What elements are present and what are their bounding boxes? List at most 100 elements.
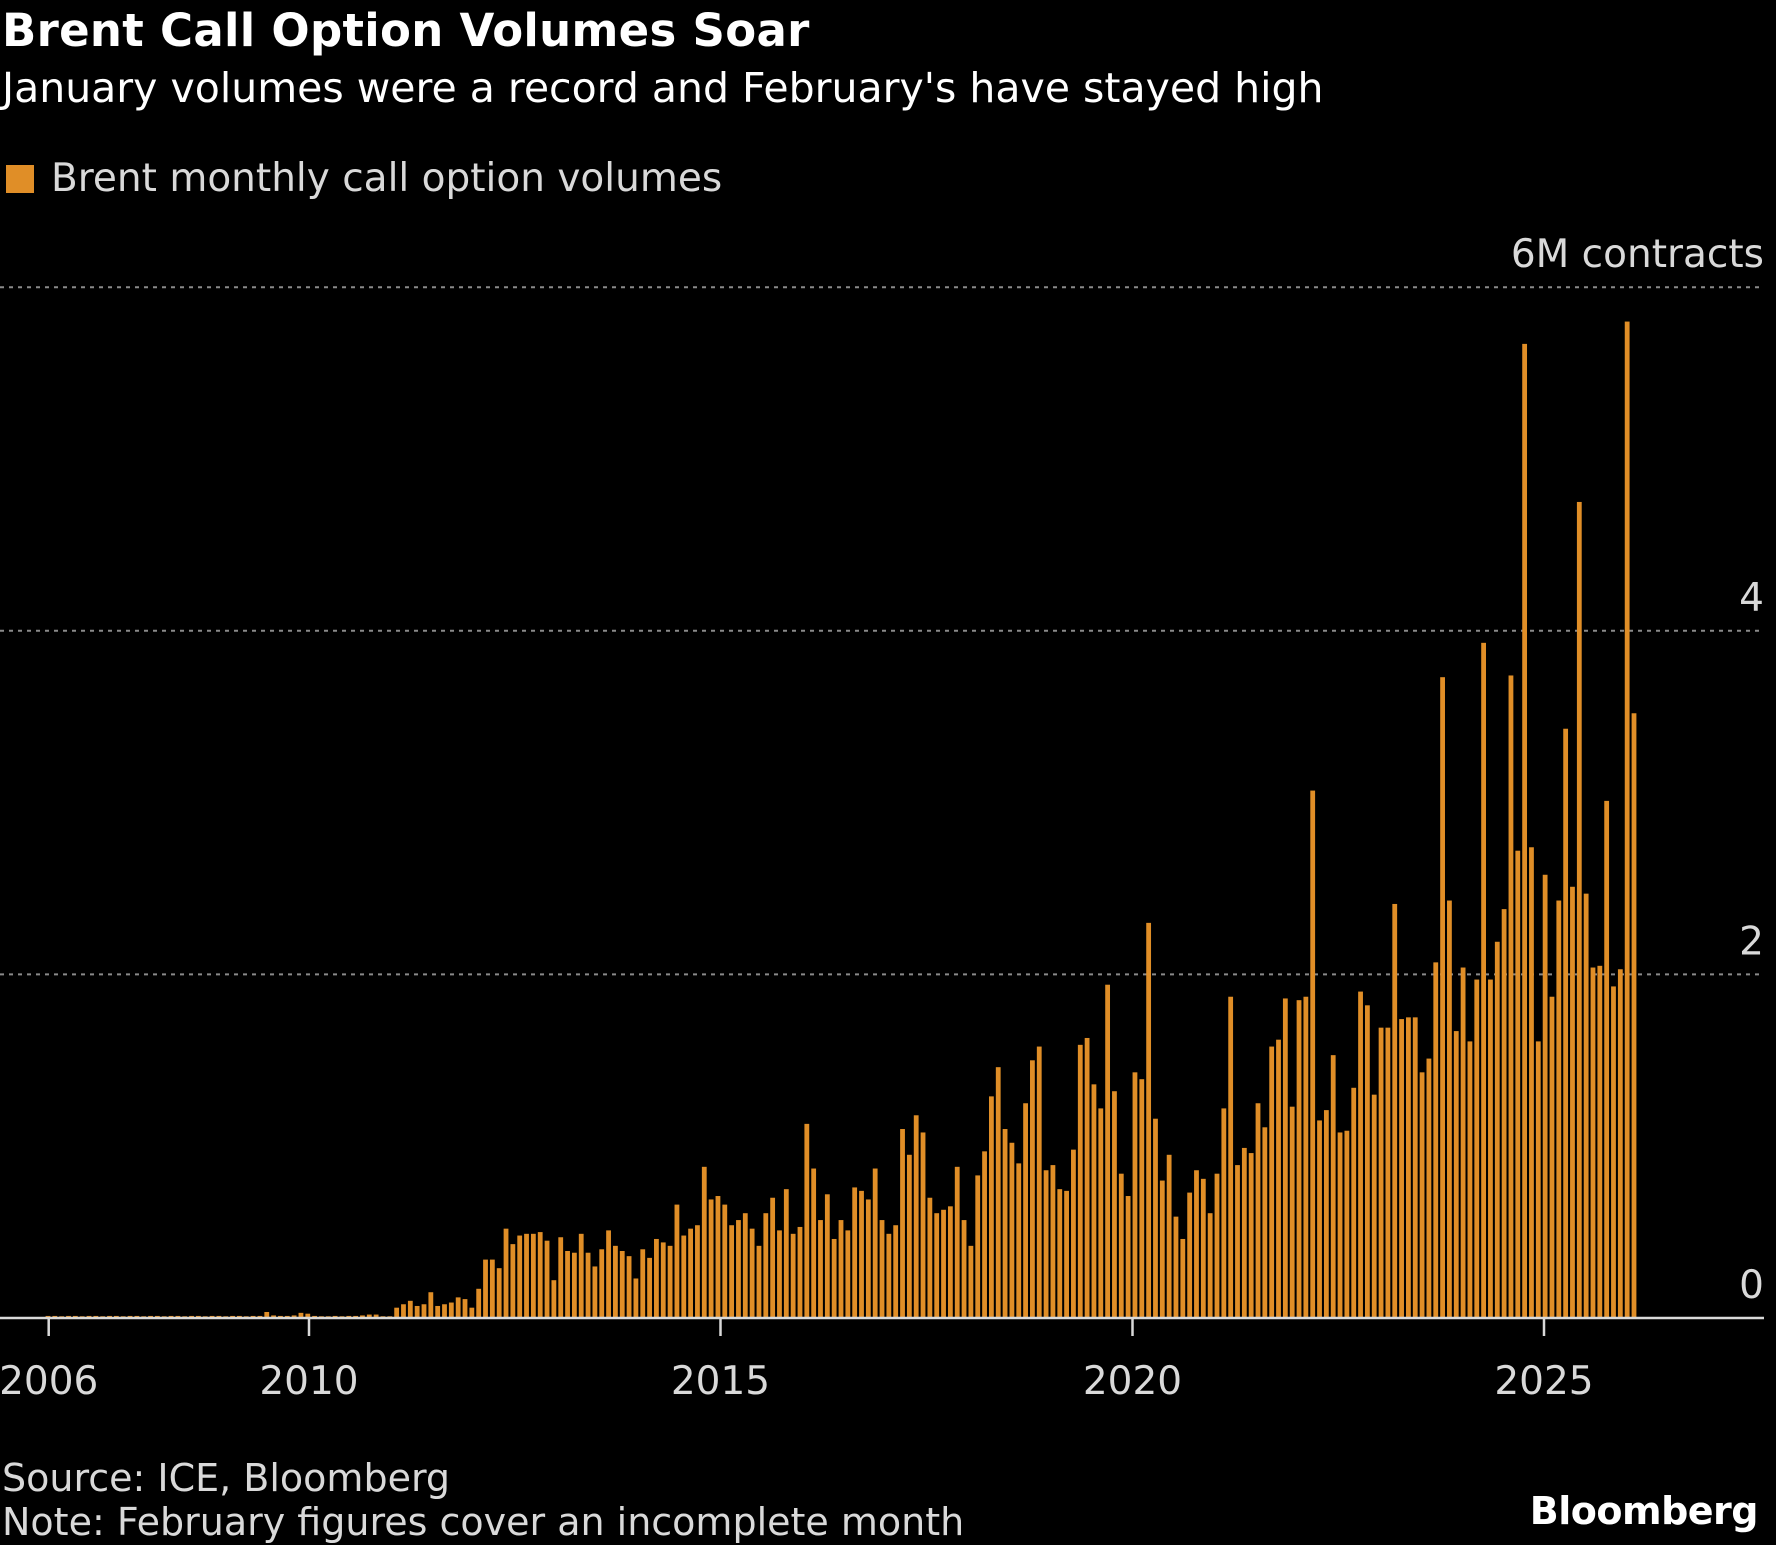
bar	[790, 1233, 796, 1318]
bar	[1323, 1110, 1329, 1318]
bar	[442, 1304, 447, 1318]
bar	[1576, 501, 1582, 1318]
legend: Brent monthly call option volumes	[6, 156, 722, 201]
bar	[954, 1166, 960, 1318]
bar	[975, 1175, 981, 1318]
bar	[1317, 1120, 1322, 1318]
bar	[1002, 1129, 1008, 1318]
y-tick-label: 6M contracts	[1511, 232, 1764, 277]
bar	[373, 1314, 379, 1318]
bar	[1214, 1173, 1220, 1318]
bar	[1474, 979, 1480, 1318]
bar	[893, 1225, 899, 1318]
bar	[913, 1115, 919, 1318]
bar	[736, 1220, 741, 1318]
bar	[1631, 713, 1637, 1318]
bar	[1248, 1153, 1254, 1318]
bar	[476, 1288, 482, 1318]
bar	[1221, 1108, 1227, 1318]
bar	[633, 1278, 639, 1318]
y-tick-label: 4	[1739, 576, 1764, 621]
bar	[879, 1220, 885, 1318]
bar	[1385, 1027, 1391, 1318]
bar	[1501, 909, 1507, 1318]
bar	[995, 1067, 1001, 1318]
bar	[483, 1259, 488, 1318]
bar	[640, 1249, 646, 1318]
bar	[1057, 1189, 1063, 1318]
bar	[1604, 800, 1610, 1318]
bar	[824, 1194, 830, 1318]
gridlines	[0, 286, 1764, 976]
bar	[530, 1233, 536, 1318]
bar	[1542, 874, 1548, 1318]
bar	[592, 1266, 598, 1318]
bar	[708, 1199, 714, 1318]
bar	[1453, 1031, 1459, 1318]
bar	[818, 1220, 823, 1318]
bar	[1590, 967, 1596, 1318]
bar	[1549, 996, 1555, 1318]
bar	[496, 1268, 502, 1318]
legend-label: Brent monthly call option volumes	[51, 156, 723, 201]
bar	[1187, 1192, 1193, 1318]
bar	[1030, 1060, 1035, 1318]
bar	[626, 1256, 632, 1318]
bar	[1406, 1017, 1411, 1318]
bar	[401, 1304, 406, 1318]
bar	[982, 1151, 987, 1318]
bar	[537, 1232, 543, 1318]
bar	[1016, 1163, 1022, 1318]
bar	[831, 1238, 837, 1318]
bar	[619, 1251, 625, 1318]
bar	[1282, 998, 1288, 1318]
footnotes: Source: ICE, Bloomberg Note: February fi…	[2, 1456, 964, 1544]
bar	[1426, 1058, 1432, 1318]
bar	[941, 1209, 946, 1318]
x-tick-label: 2010	[259, 1359, 358, 1404]
bar	[783, 1189, 789, 1318]
bar	[264, 1311, 270, 1318]
bar	[1180, 1238, 1186, 1318]
bar	[852, 1187, 858, 1318]
bar	[681, 1235, 687, 1318]
bar	[1098, 1108, 1104, 1318]
bar	[1200, 1178, 1206, 1318]
bar	[1481, 642, 1486, 1318]
bar	[900, 1129, 905, 1318]
bar	[947, 1206, 953, 1318]
bar	[1583, 893, 1589, 1318]
bar	[886, 1233, 892, 1318]
bar	[1228, 996, 1234, 1318]
bar	[585, 1252, 591, 1318]
bar	[1009, 1142, 1015, 1318]
bar	[1023, 1103, 1028, 1318]
bar	[271, 1315, 276, 1318]
bar	[1262, 1127, 1268, 1318]
bar	[428, 1292, 434, 1318]
bar	[722, 1204, 728, 1318]
bar	[1378, 1027, 1384, 1318]
x-axis-labels: 2006 2010 2015 2020 2025	[0, 1359, 1594, 1404]
x-tick-label: 2006	[0, 1359, 98, 1404]
x-tick-label: 2020	[1083, 1359, 1182, 1404]
bar	[571, 1252, 577, 1318]
x-tick-label: 2025	[1494, 1359, 1593, 1404]
bar	[1118, 1173, 1124, 1318]
bar	[770, 1197, 776, 1318]
y-tick-label: 2	[1739, 919, 1764, 964]
bar	[1556, 900, 1562, 1318]
bar	[599, 1249, 605, 1318]
bar	[1146, 922, 1152, 1318]
bar	[503, 1228, 509, 1318]
bar	[1132, 1072, 1138, 1318]
bar	[462, 1299, 468, 1318]
bar	[647, 1257, 652, 1318]
bar	[469, 1307, 475, 1318]
bar	[1296, 1000, 1302, 1318]
bar	[1508, 675, 1514, 1318]
bar	[407, 1300, 413, 1318]
bar	[1412, 1017, 1418, 1318]
bar	[435, 1305, 441, 1318]
bar	[1159, 1180, 1165, 1318]
